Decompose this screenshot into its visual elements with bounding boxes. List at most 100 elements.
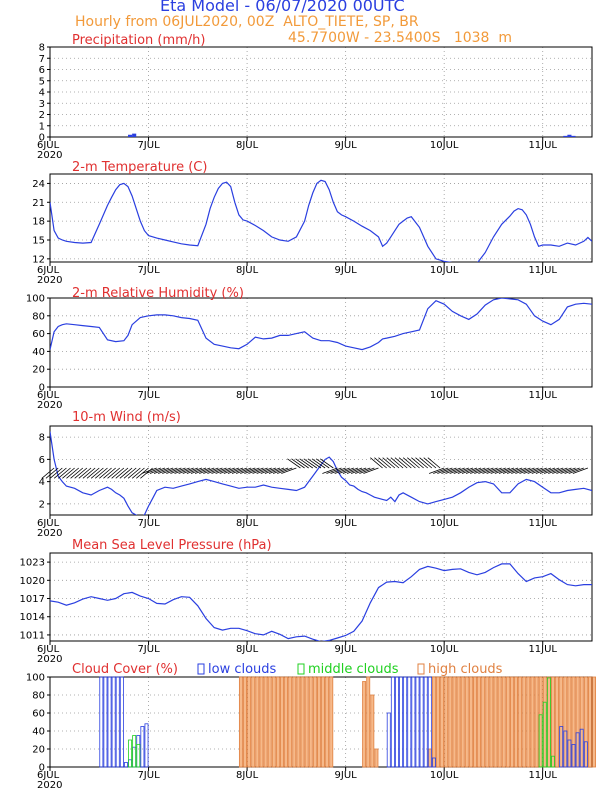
y-tick-label: 6: [39, 455, 45, 466]
y-tick-label: 0: [39, 383, 45, 394]
high-cloud-bar: [551, 676, 555, 768]
low-cloud-bar: [107, 676, 112, 768]
high-cloud-bar: [452, 676, 457, 768]
panel-title: Precipitation (mm/h): [72, 33, 205, 48]
y-tick-label: 2: [39, 110, 45, 121]
wind-barb: [299, 458, 314, 469]
high-cloud-bar: [300, 676, 305, 768]
wind-barb: [131, 467, 145, 479]
wind-barb: [74, 467, 88, 479]
wind-barb: [423, 457, 437, 469]
x-tick-label: 9JUL: [335, 518, 358, 529]
high-cloud-bar: [362, 681, 367, 768]
high-cloud-bar: [271, 676, 276, 768]
wind-barb: [478, 467, 494, 474]
wind-barb: [523, 467, 539, 474]
high-cloud-bar: [579, 676, 584, 768]
low-cloud-bar: [567, 739, 572, 768]
wind-barb: [145, 467, 162, 474]
y-tick-label: 8: [39, 43, 45, 54]
x-tick-label: 6JUL: [37, 265, 60, 276]
low-cloud-bar: [415, 676, 420, 768]
wind-barb: [281, 467, 297, 474]
wind-barb: [568, 467, 584, 474]
wind-barb: [252, 467, 268, 474]
low-cloud-bar: [99, 676, 104, 768]
low-cloud-bar: [575, 732, 580, 768]
high-cloud-bar: [493, 676, 498, 768]
y-tick-label: 12: [32, 254, 45, 265]
low-cloud-bar: [427, 676, 432, 768]
high-cloud-bar: [243, 676, 247, 768]
y-tick-label: 18: [32, 217, 45, 228]
x-year-label: 2020: [37, 275, 62, 286]
panel-title: 10-m Wind (m/s): [72, 410, 181, 425]
wind-barb: [86, 467, 100, 479]
wind-barb: [244, 467, 260, 474]
wind-barb: [449, 467, 465, 474]
high-cloud-bar: [489, 676, 494, 768]
y-tick-label: 80: [32, 311, 45, 322]
wind-barb: [322, 467, 338, 474]
low-cloud-bar: [390, 676, 395, 768]
low-cloud-bar: [140, 726, 145, 768]
wind-barb: [572, 467, 589, 474]
low-cloud-bar: [571, 744, 576, 768]
x-tick-label: 7JUL: [137, 390, 160, 401]
wind-barb: [207, 467, 223, 474]
panel-frame: [49, 173, 593, 263]
panel-title: Mean Sea Level Pressure (hPa): [72, 538, 272, 553]
x-tick-label: 10JUL: [430, 644, 459, 655]
panel-title: 2-m Temperature (C): [72, 160, 207, 175]
x-tick-label: 11JUL: [528, 265, 557, 276]
high-cloud-bar: [366, 676, 371, 768]
wind-barb: [437, 467, 453, 474]
y-tick-label: 4: [39, 477, 45, 488]
y-tick-label: 24: [32, 179, 45, 190]
wind-barb: [334, 467, 350, 474]
wind-barb: [107, 467, 121, 479]
high-cloud-bar: [321, 676, 326, 768]
wind-barb: [174, 467, 190, 474]
y-tick-label: 20: [32, 745, 45, 756]
wind-barb: [486, 467, 502, 474]
wind-barb: [330, 467, 346, 474]
wind-barb: [350, 467, 367, 474]
wind-barb: [240, 467, 256, 474]
wind-barb: [453, 467, 469, 474]
y-tick-label: 1020: [20, 576, 45, 587]
wind-barb: [346, 467, 363, 474]
high-cloud-bar: [275, 676, 280, 768]
high-cloud-bar: [444, 676, 449, 768]
wind-barb: [236, 467, 252, 474]
wind-barb: [370, 457, 383, 469]
low-cloud-bar: [132, 746, 137, 768]
wind-barb: [359, 467, 375, 474]
x-tick-label: 8JUL: [236, 518, 259, 529]
wind-barb: [62, 467, 75, 479]
wind-barb: [319, 458, 334, 469]
wind-barb: [386, 457, 400, 469]
wind-barb: [315, 458, 330, 469]
x-year-label: 2020: [37, 150, 62, 161]
wind-barb: [127, 467, 141, 479]
wind-barb: [498, 467, 515, 474]
high-cloud-bar: [497, 676, 502, 768]
y-tick-label: 40: [32, 727, 45, 738]
y-tick-label: 1017: [20, 594, 45, 605]
y-tick-label: 3: [39, 99, 45, 110]
high-cloud-bar: [587, 676, 592, 768]
y-tick-label: 1: [39, 121, 45, 132]
high-cloud-bar: [464, 676, 469, 768]
series-line: [50, 179, 592, 262]
wind-barb: [166, 467, 182, 474]
precip-bar: [567, 134, 572, 137]
panel-frame: [49, 297, 593, 388]
high-cloud-bar: [440, 676, 445, 768]
low-cloud-bar: [419, 676, 424, 768]
high-cloud-bar: [329, 676, 334, 768]
x-year-label: 2020: [37, 654, 62, 665]
y-tick-label: 60: [32, 329, 45, 340]
wind-barb: [548, 467, 564, 474]
high-cloud-bar: [567, 676, 572, 768]
